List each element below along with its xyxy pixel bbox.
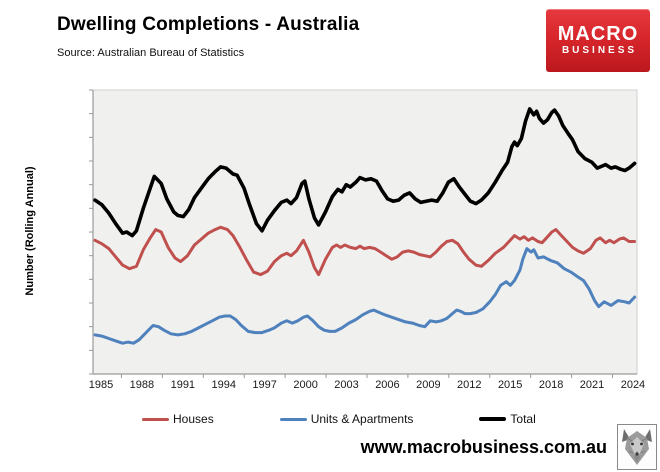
legend-swatch-total: [479, 417, 507, 421]
logo-text-business: BUSINESS: [561, 45, 638, 56]
legend-swatch-units: [279, 417, 307, 421]
x-tick-label: 1994: [211, 379, 236, 391]
logo-text-macro: MACRO: [557, 23, 639, 45]
x-tick-label: 2012: [457, 379, 482, 391]
legend-label-units: Units & Apartments: [310, 412, 414, 426]
x-tick-label: 2024: [620, 379, 646, 391]
x-tick-label: 1997: [252, 379, 277, 391]
x-tick-label: 2003: [334, 379, 359, 391]
legend-item-total: Total: [479, 412, 536, 426]
footer-url[interactable]: www.macrobusiness.com.au: [360, 437, 607, 457]
x-tick-label: 2006: [375, 379, 400, 391]
source-caption: Source: Australian Bureau of Statistics: [57, 47, 245, 59]
axis-ticks: [89, 89, 613, 378]
macrobusiness-logo: MACRO BUSINESS: [546, 9, 650, 72]
x-tick-label: 1985: [88, 379, 114, 391]
legend-item-units: Units & Apartments: [279, 412, 414, 426]
legend-label-total: Total: [510, 412, 536, 426]
x-tick-label: 2018: [538, 379, 564, 391]
wolf-icon: [617, 424, 657, 470]
series-lines: [93, 107, 637, 345]
plot-area: [92, 89, 638, 375]
x-tick-label: 2015: [497, 379, 523, 391]
series-line-units: [93, 247, 637, 345]
x-axis-labels: 1985 1988 1991 1994 1997 2000 2003 2006 2009 2012…: [0, 379, 660, 395]
series-line-houses: [93, 225, 637, 277]
legend-item-houses: Houses: [142, 412, 214, 426]
chart-legend: Houses Units & Apartments Total: [142, 411, 536, 427]
x-tick-label: 1988: [129, 379, 155, 391]
x-tick-label: 2021: [579, 379, 605, 391]
x-tick-label: 1991: [170, 379, 196, 391]
x-tick-label: 2000: [293, 379, 318, 391]
wolf-glyph: [622, 429, 652, 465]
legend-label-houses: Houses: [173, 412, 214, 426]
page-title: Dwelling Completions - Australia: [57, 14, 360, 35]
legend-swatch-houses: [142, 417, 169, 421]
series-line-total: [93, 107, 637, 238]
y-axis-labels: 020,00040,00060,00080,000100,000120,0001…: [0, 0, 86, 472]
x-tick-label: 2009: [416, 379, 441, 391]
